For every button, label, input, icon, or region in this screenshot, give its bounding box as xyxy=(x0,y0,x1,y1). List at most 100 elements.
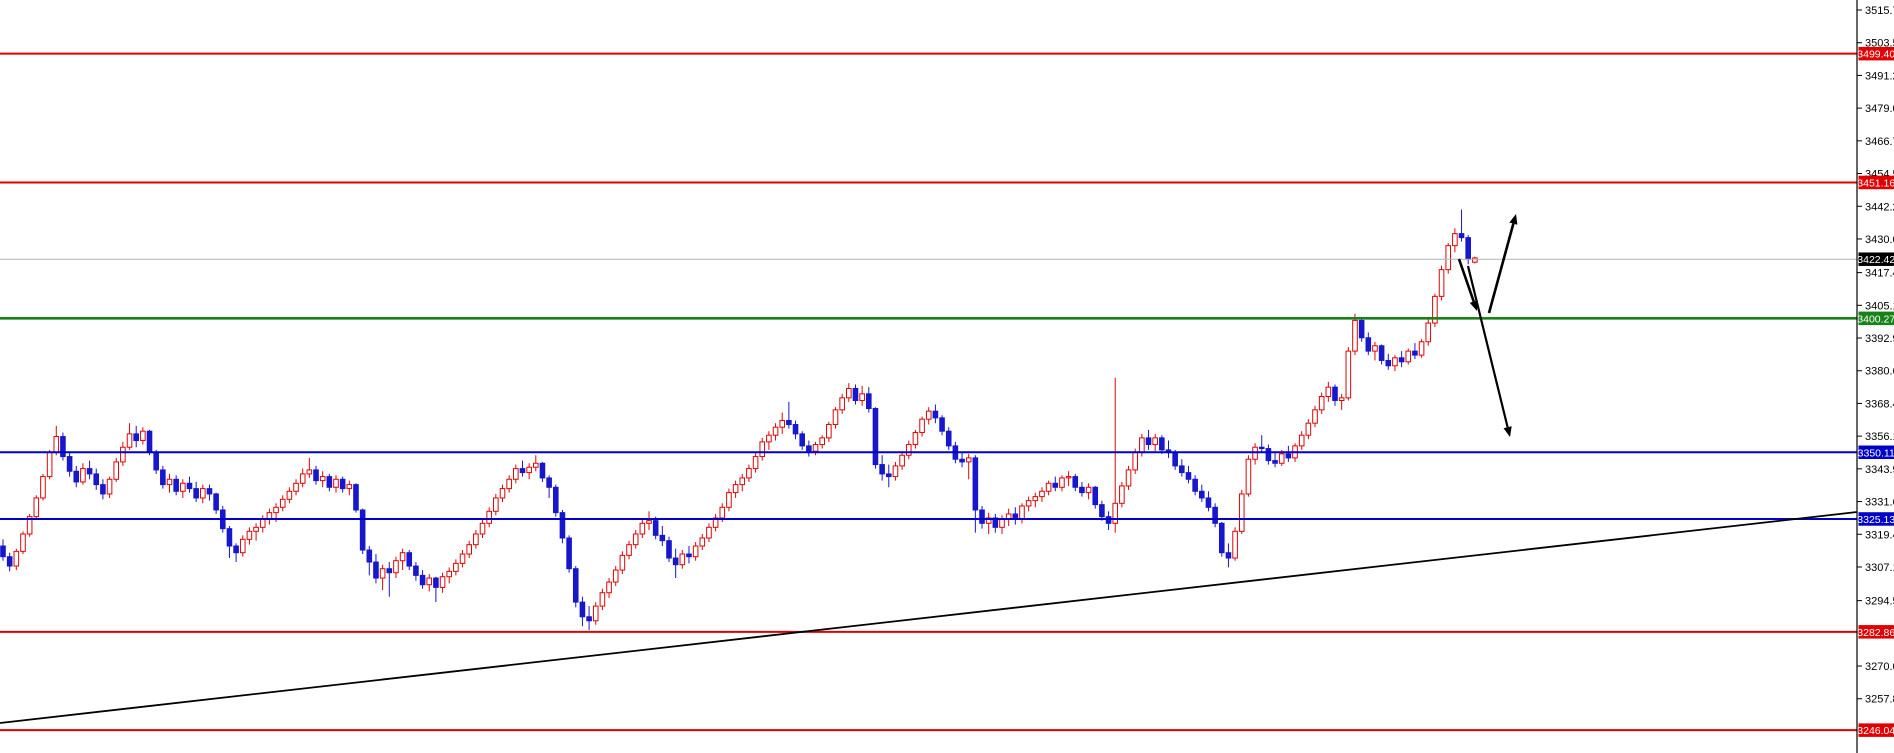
candle-down xyxy=(579,596,586,627)
candle-body xyxy=(1039,490,1045,498)
candle-up xyxy=(513,464,519,484)
level-price-label: 3400.27 xyxy=(1857,311,1894,325)
price-tick-label: 3307.15 xyxy=(1865,562,1894,574)
arrow-down[interactable] xyxy=(1466,265,1512,437)
candle-down xyxy=(313,465,319,485)
candle-body xyxy=(1325,386,1332,397)
candle-body xyxy=(186,482,193,490)
candle-down xyxy=(945,427,952,450)
candle-up xyxy=(759,437,766,461)
candle-up xyxy=(1452,228,1458,253)
candle-body xyxy=(366,549,373,563)
candle-body xyxy=(586,616,592,622)
candle-body xyxy=(339,478,346,490)
candle-body xyxy=(0,545,6,558)
candle-body xyxy=(999,518,1005,528)
candle-body xyxy=(1145,437,1152,446)
candle-down xyxy=(879,455,885,481)
candle-body xyxy=(173,478,179,492)
candle-body xyxy=(1405,350,1412,363)
candle-body xyxy=(239,538,246,554)
candle-body xyxy=(479,522,486,535)
candle-body xyxy=(965,457,972,463)
candle-up xyxy=(639,519,646,539)
candle-body xyxy=(1199,490,1205,499)
candle-body xyxy=(133,433,139,442)
current-price-label-bg xyxy=(1858,252,1894,266)
candle-up xyxy=(726,488,732,512)
candle-up xyxy=(772,423,779,441)
candle-body xyxy=(1125,469,1132,487)
level-price-label: 3282.86 xyxy=(1857,625,1894,639)
candle-body xyxy=(153,452,159,471)
candle-up xyxy=(1112,377,1119,533)
candle-body xyxy=(1192,478,1198,492)
candle-body xyxy=(53,436,60,454)
candle-down xyxy=(406,550,413,571)
candle-up xyxy=(506,475,512,493)
candle-up xyxy=(779,412,786,434)
candle-down xyxy=(566,535,572,573)
candle-body xyxy=(166,478,173,486)
candle-body xyxy=(1232,530,1238,559)
level-price-label-bg xyxy=(1858,723,1894,737)
arrow-down[interactable] xyxy=(1457,258,1478,311)
candle-body xyxy=(826,424,832,439)
candle-down xyxy=(1258,435,1265,453)
candle-down xyxy=(1365,332,1372,356)
candle-body xyxy=(426,577,433,586)
candle-body xyxy=(1032,496,1039,502)
candle-body xyxy=(1072,476,1079,488)
candle-body xyxy=(486,510,492,524)
candle-body xyxy=(413,565,419,576)
candle-up xyxy=(839,393,845,414)
candle-body xyxy=(113,461,120,480)
candle-down xyxy=(1358,317,1365,342)
candle-body xyxy=(1312,409,1318,424)
candle-down xyxy=(1285,445,1292,462)
candle-body xyxy=(1099,504,1105,518)
candle-down xyxy=(326,473,333,492)
arrowhead-icon xyxy=(1509,214,1518,225)
candle-up xyxy=(1418,339,1425,358)
candle-body xyxy=(1238,493,1245,532)
candle-up xyxy=(1372,341,1378,361)
candle-body xyxy=(1285,453,1292,459)
candle-body xyxy=(1465,237,1472,260)
candle-up xyxy=(239,535,246,557)
candle-body xyxy=(246,530,253,540)
level-price-label-bg xyxy=(1858,625,1894,639)
candle-body xyxy=(106,478,113,495)
candle-body xyxy=(812,444,819,452)
candle-up xyxy=(200,484,206,504)
candle-body xyxy=(1172,452,1178,467)
candle-body xyxy=(759,441,766,458)
candle-body xyxy=(852,387,859,401)
candle-up xyxy=(319,471,326,488)
candle-body xyxy=(393,560,399,574)
candle-down xyxy=(1105,511,1112,530)
candle-down xyxy=(6,552,13,572)
price-tick-label: 3430.00 xyxy=(1865,234,1894,246)
candle-body xyxy=(706,526,712,539)
candle-body xyxy=(1019,505,1025,520)
candle-down xyxy=(386,562,393,597)
candle-body xyxy=(752,456,759,470)
price-axis[interactable]: 3515.753503.503491.253479.003466.753454.… xyxy=(1856,0,1894,753)
candle-up xyxy=(1232,527,1238,561)
candle-body xyxy=(200,488,206,499)
candle-body xyxy=(1365,337,1372,352)
candle-body xyxy=(619,554,626,571)
candle-up xyxy=(166,473,173,493)
price-tick-label: 3503.50 xyxy=(1865,38,1894,50)
candle-up xyxy=(20,531,26,555)
candle-up xyxy=(106,476,113,498)
arrow-up[interactable] xyxy=(1487,214,1518,314)
candle-body xyxy=(1385,359,1392,367)
candle-down xyxy=(339,476,346,493)
candle-up xyxy=(126,423,133,450)
candle-body xyxy=(905,444,912,456)
ascending-trendline[interactable] xyxy=(0,511,1858,724)
candle-up xyxy=(253,523,259,541)
